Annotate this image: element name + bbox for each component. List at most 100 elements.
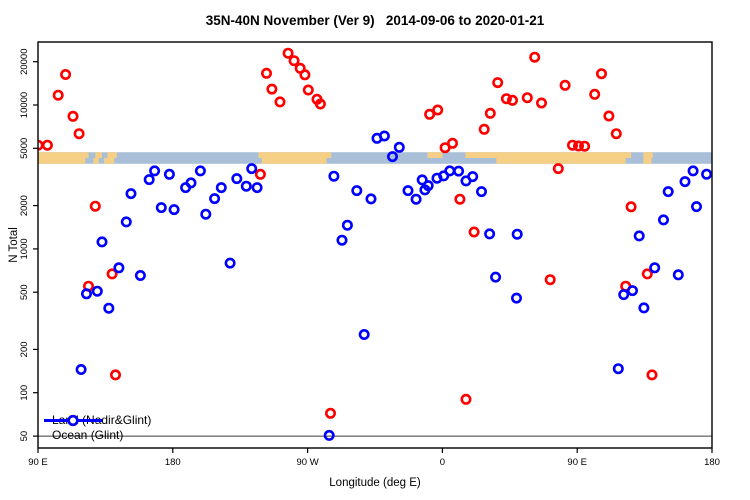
data-point: [460, 393, 472, 405]
map-band-land: [643, 158, 652, 164]
data-point: [535, 97, 547, 109]
data-point: [113, 262, 125, 274]
data-point: [633, 230, 645, 242]
data-point: [484, 228, 496, 240]
y-tick-label: 500: [19, 284, 30, 300]
data-point: [185, 177, 197, 189]
y-tick-label: 1000: [19, 238, 30, 259]
map-band-land: [93, 158, 99, 164]
y-tick-label: 10000: [19, 92, 30, 118]
data-point: [467, 171, 479, 183]
data-point: [475, 186, 487, 198]
chart-title: 35N-40N November (Ver 9) 2014-09-06 to 2…: [205, 13, 545, 28]
data-point: [641, 268, 653, 280]
data-point: [89, 200, 101, 212]
data-point: [143, 174, 155, 186]
data-point: [314, 98, 326, 110]
data-point: [168, 204, 180, 216]
map-band-land: [643, 152, 653, 158]
data-point: [687, 165, 699, 177]
data-point: [365, 193, 377, 205]
data-point: [500, 93, 512, 105]
data-point: [60, 69, 72, 81]
data-point: [610, 128, 622, 140]
map-band-land: [465, 152, 632, 158]
data-point: [393, 141, 405, 153]
data-point: [506, 94, 518, 106]
data-point: [446, 137, 458, 149]
data-point: [134, 269, 146, 281]
y-tick-label: 50: [19, 431, 30, 442]
map-band-land: [261, 158, 327, 164]
map-band-land: [427, 152, 443, 158]
y-tick-label: 20000: [19, 48, 30, 74]
data-point: [67, 110, 79, 122]
data-point: [302, 84, 314, 96]
legend-item-ocean: Ocean (Glint): [42, 414, 151, 443]
data-point: [200, 208, 212, 220]
data-point: [324, 407, 336, 419]
data-point: [579, 140, 591, 152]
data-point: [288, 55, 300, 67]
data-point: [589, 88, 601, 100]
data-point: [103, 302, 115, 314]
data-point: [386, 151, 398, 163]
data-point: [246, 163, 258, 175]
data-point: [432, 104, 444, 116]
data-point: [424, 108, 436, 120]
data-point: [657, 214, 669, 226]
x-tick-label: 90 E: [567, 457, 587, 468]
data-point: [75, 363, 87, 375]
data-point: [626, 285, 638, 297]
data-point: [251, 182, 263, 194]
data-point: [224, 257, 236, 269]
x-tick-label: 180: [165, 457, 181, 468]
data-point: [402, 185, 414, 197]
y-tick-label: 5000: [19, 138, 30, 159]
data-point: [120, 216, 132, 228]
data-point: [603, 110, 615, 122]
data-point: [701, 168, 712, 180]
plot-frame: [37, 41, 713, 449]
data-point: [52, 89, 64, 101]
data-point: [453, 165, 465, 177]
x-tick-label: 90 E: [28, 457, 48, 468]
data-point: [662, 186, 674, 198]
data-point: [73, 128, 85, 140]
data-point: [96, 236, 108, 248]
data-point: [422, 180, 434, 192]
data-point: [572, 140, 584, 152]
data-point: [529, 51, 541, 63]
data-point: [110, 369, 122, 381]
x-axis-title: Longitude (deg E): [329, 477, 421, 489]
data-point: [544, 274, 556, 286]
data-point: [638, 302, 650, 314]
data-point: [266, 83, 278, 95]
data-point: [282, 47, 294, 59]
ocean-points: [75, 130, 712, 441]
data-point: [274, 96, 286, 108]
data-point: [416, 174, 428, 186]
map-band-land: [496, 158, 626, 164]
data-point: [341, 219, 353, 231]
data-point: [351, 185, 363, 197]
data-point: [625, 201, 637, 213]
data-point: [484, 107, 496, 119]
map-band-land: [104, 158, 115, 164]
land-points: [38, 47, 658, 419]
legend-label-ocean: Ocean (Glint): [52, 428, 124, 442]
data-point: [566, 139, 578, 151]
data-point: [106, 268, 118, 280]
data-point: [646, 369, 658, 381]
data-point: [521, 92, 533, 104]
ocean-series-marker-icon: [44, 414, 102, 427]
data-point: [328, 170, 340, 182]
data-point: [323, 429, 335, 441]
data-point: [649, 262, 661, 274]
data-point: [672, 269, 684, 281]
data-point: [41, 139, 53, 151]
data-point: [690, 201, 702, 213]
data-point: [125, 188, 137, 200]
